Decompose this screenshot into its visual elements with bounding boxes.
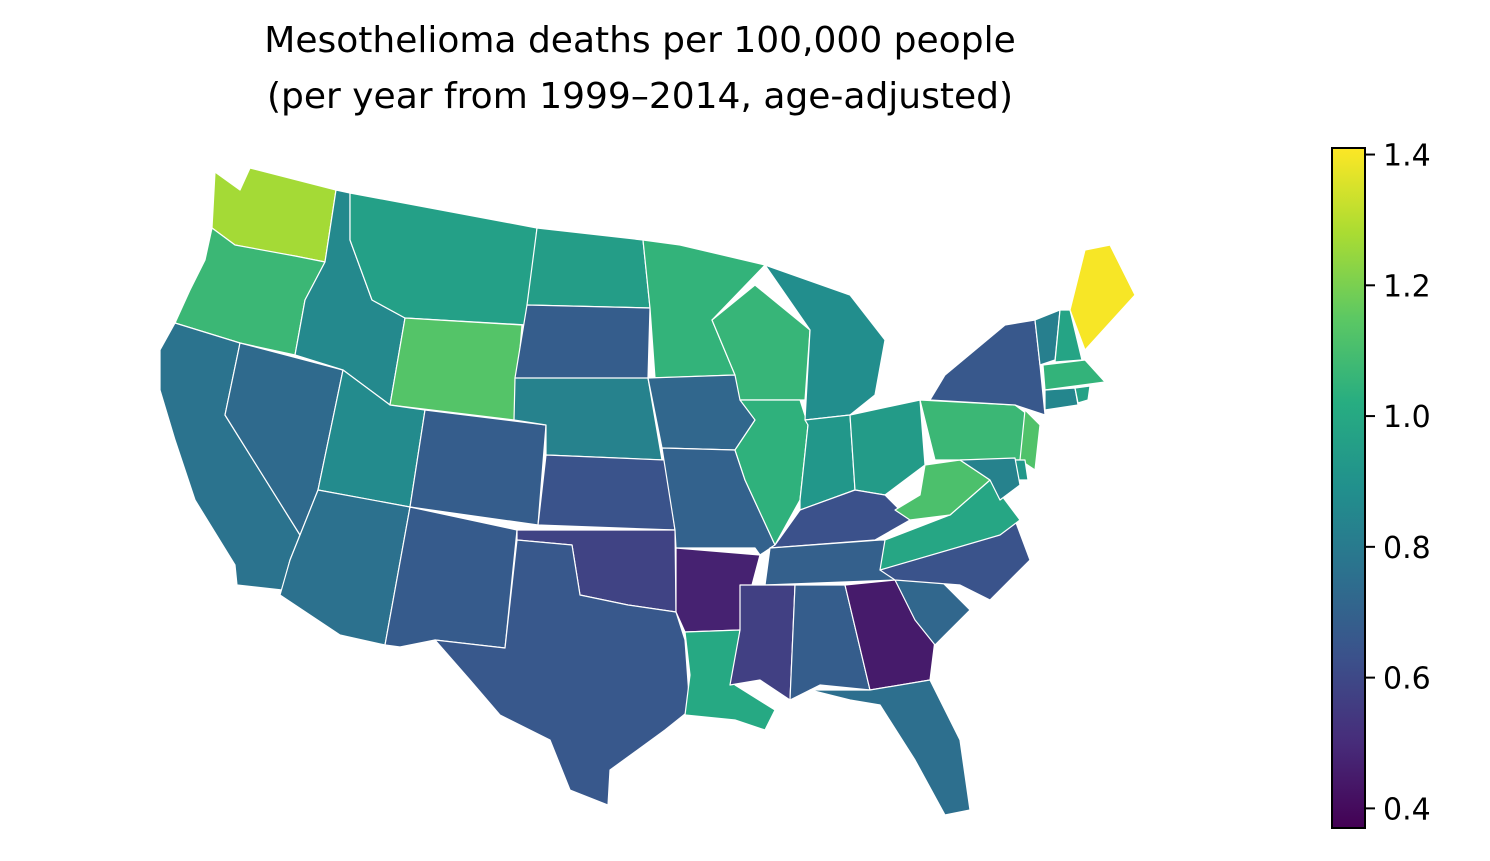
state [1019,409,1041,471]
states [159,167,1136,816]
state [1044,387,1079,411]
state [789,584,871,701]
colorbar-tick-label: 0.4 [1383,792,1431,827]
colorbar-gradient [1331,147,1366,829]
state [389,317,523,421]
state [434,539,691,806]
state [959,457,1021,501]
state [849,399,926,496]
map-subtitle: (per year from 1999–2014, age-adjusted) [267,76,1013,117]
state [711,284,811,401]
state [514,304,651,389]
state [729,584,796,701]
state [526,227,651,309]
state [409,409,547,526]
state [1069,244,1136,351]
colorbar-tick-label: 0.6 [1383,662,1431,697]
colorbar-tick-label: 1.0 [1383,400,1431,435]
colorbar-tick-label: 0.8 [1383,531,1431,566]
state [1042,359,1106,391]
state [809,679,971,816]
state [919,399,1036,461]
state [1074,385,1091,404]
colorbar-tick-label: 1.2 [1383,269,1431,304]
map-title: Mesothelioma deaths per 100,000 people [264,20,1015,61]
state [929,319,1046,416]
colorbar: 0.4 0.6 0.8 1.0 1.2 1.4 [1331,139,1431,829]
state [764,264,886,421]
state [537,454,676,531]
colorbar-tick-label: 1.4 [1383,139,1431,174]
